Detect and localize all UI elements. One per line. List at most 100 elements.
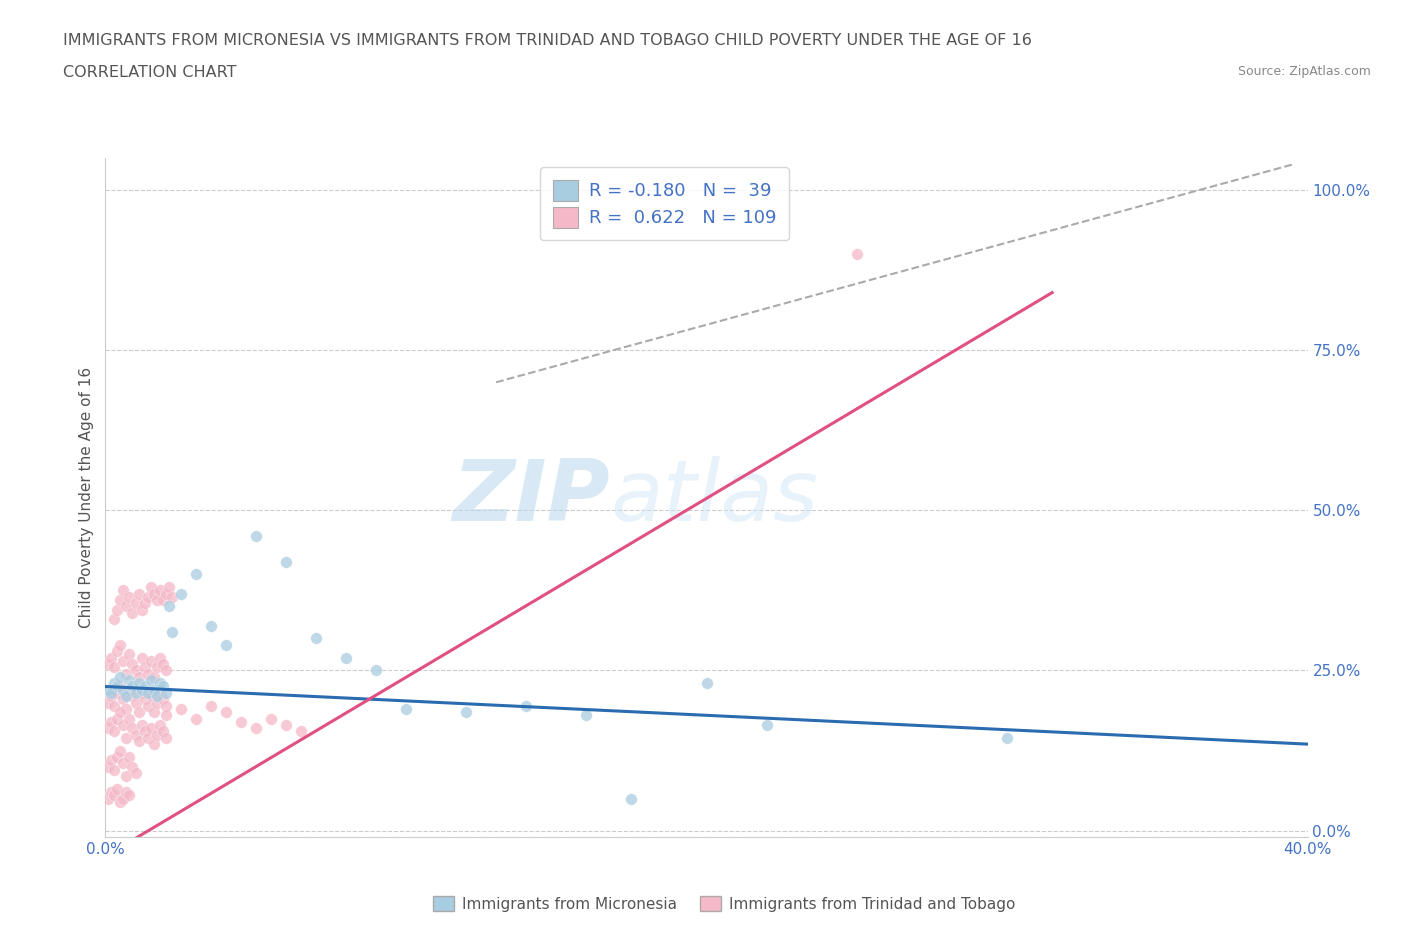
Point (245, 528, 267, 543)
Point (118, 788, 141, 803)
Point (131, 683, 153, 698)
Point (755, 717, 778, 732)
Point (145, 727, 167, 742)
Point (454, 705, 477, 720)
Point (136, 730, 159, 745)
Point (107, 711, 129, 726)
Point (134, 679, 156, 694)
Point (112, 756, 135, 771)
Text: ZIP: ZIP (453, 456, 610, 539)
Point (274, 717, 297, 732)
Point (152, 692, 174, 707)
Point (118, 647, 141, 662)
Point (152, 657, 174, 671)
Point (128, 734, 150, 749)
Point (157, 599, 180, 614)
Legend: R = -0.180   N =  39, R =  0.622   N = 109: R = -0.180 N = 39, R = 0.622 N = 109 (540, 167, 789, 241)
Point (103, 660, 125, 675)
Point (142, 683, 165, 698)
Point (112, 717, 135, 732)
Point (97, 759, 120, 774)
Text: IMMIGRANTS FROM MICRONESIA VS IMMIGRANTS FROM TRINIDAD AND TOBAGO CHILD POVERTY : IMMIGRANTS FROM MICRONESIA VS IMMIGRANTS… (63, 33, 1032, 47)
Point (112, 583, 135, 598)
Point (134, 724, 156, 738)
Point (620, 791, 643, 806)
Point (134, 596, 156, 611)
Point (145, 688, 167, 703)
Point (118, 672, 141, 687)
Point (145, 592, 167, 607)
Point (128, 705, 150, 720)
Point (100, 650, 122, 665)
Point (136, 666, 159, 681)
Point (100, 714, 122, 729)
Point (107, 685, 129, 700)
Point (160, 590, 183, 604)
Point (575, 708, 598, 723)
Point (100, 685, 122, 700)
Point (110, 743, 132, 758)
Point (214, 705, 236, 720)
Point (131, 685, 153, 700)
Point (155, 663, 177, 678)
Point (214, 637, 236, 652)
Point (148, 650, 170, 665)
Point (103, 676, 125, 691)
Point (155, 730, 177, 745)
Point (139, 721, 162, 736)
Point (128, 676, 150, 691)
Point (995, 730, 1018, 745)
Text: Source: ZipAtlas.com: Source: ZipAtlas.com (1237, 65, 1371, 78)
Point (110, 637, 132, 652)
Point (142, 586, 165, 601)
Point (148, 717, 170, 732)
Point (335, 650, 357, 665)
Point (160, 625, 183, 640)
Point (124, 596, 146, 611)
Point (131, 717, 153, 732)
Point (152, 679, 174, 694)
Text: atlas: atlas (610, 456, 818, 539)
Point (142, 705, 165, 720)
Point (148, 583, 170, 598)
Point (152, 724, 174, 738)
Point (142, 670, 165, 684)
Text: CORRELATION CHART: CORRELATION CHART (63, 65, 236, 80)
Point (145, 695, 167, 710)
Point (134, 660, 156, 675)
Point (121, 657, 143, 671)
Point (115, 599, 138, 614)
Point (364, 663, 387, 678)
Point (184, 567, 207, 582)
Point (169, 586, 191, 601)
Point (139, 672, 162, 687)
Point (229, 714, 252, 729)
Point (131, 650, 153, 665)
Point (112, 654, 135, 669)
Point (121, 605, 143, 620)
Point (157, 579, 180, 594)
Y-axis label: Child Poverty Under the Age of 16: Child Poverty Under the Age of 16 (79, 367, 94, 628)
Point (107, 603, 129, 618)
Point (515, 698, 537, 713)
Point (115, 730, 138, 745)
Point (124, 695, 146, 710)
Point (155, 586, 177, 601)
Point (169, 701, 191, 716)
Point (100, 785, 122, 800)
Point (124, 685, 146, 700)
Point (200, 698, 222, 713)
Point (100, 752, 122, 767)
Point (124, 765, 146, 780)
Point (155, 708, 177, 723)
Point (395, 701, 418, 716)
Point (148, 676, 170, 691)
Point (139, 654, 162, 669)
Point (139, 579, 162, 594)
Point (110, 705, 132, 720)
Point (110, 794, 132, 809)
Point (110, 679, 132, 694)
Point (97, 791, 120, 806)
Point (103, 724, 125, 738)
Point (200, 618, 222, 633)
